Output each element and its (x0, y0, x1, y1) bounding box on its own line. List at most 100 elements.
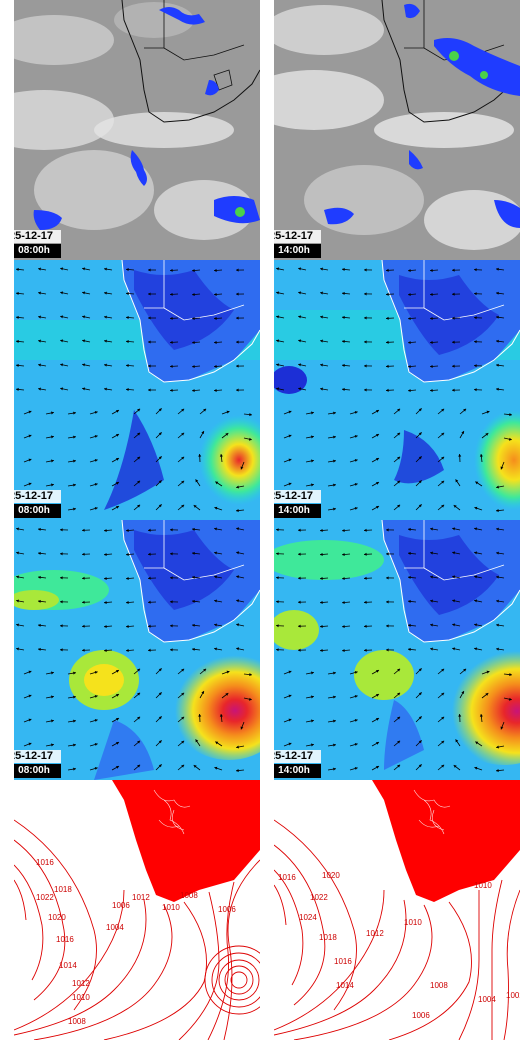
wind-panel-high-0800: 25-12-17 08:00h (14, 520, 260, 780)
wind-arrow-head (288, 434, 292, 438)
wind-arrow-head (73, 695, 76, 699)
wind-arrow-head (28, 410, 32, 414)
wind-arrow-head (126, 267, 129, 272)
wind-arrow-head (276, 387, 280, 391)
wind-arrow-head (170, 552, 173, 556)
wind-arrow-head (474, 766, 478, 770)
wind-arrow-head (441, 504, 445, 508)
wind-arrow-head (496, 575, 499, 579)
wind-arrow-head (364, 292, 367, 296)
wind-arrow-head (320, 363, 323, 367)
wind-arrow-head (320, 624, 323, 628)
wind-arrow-head (288, 694, 292, 698)
wind-arrow-head (73, 507, 76, 511)
isobar-label: 1016 (36, 858, 54, 867)
wind-arrow-head (333, 695, 336, 699)
wind-arrow-head (219, 714, 223, 717)
pressure-panel-0800: 1016 1022 1020 1018 1016 1014 1012 1010 1008 1006… (14, 780, 260, 1040)
isobar-label: 1022 (36, 893, 54, 902)
wind-arrow-head (16, 315, 19, 319)
wind-arrow-head (333, 483, 336, 487)
wind-arrow-head (453, 765, 457, 768)
wind-arrow-head (500, 466, 504, 470)
isobar-label: 1004 (106, 923, 124, 932)
wind-arrow-head (397, 692, 401, 696)
wind-arrow-head (137, 668, 141, 672)
wind-arrow-head (496, 599, 499, 603)
wind-arrow-head (496, 745, 499, 749)
wind-arrow-head (148, 600, 151, 604)
wind-arrow-head (496, 647, 499, 651)
wind-arrow-head (38, 623, 41, 627)
wind-arrow-head (60, 648, 63, 652)
wind-arrow-head (158, 764, 162, 768)
wind-arrow-head (73, 671, 76, 675)
wind-arrow-head (148, 316, 151, 320)
wind-arrow-head (236, 745, 239, 749)
wind-arrow-head (452, 340, 455, 344)
isobar-label: 1016 (278, 873, 296, 882)
wind-arrow-head (226, 410, 230, 414)
time-label: 14:00h (274, 244, 321, 258)
wind-arrow-head (386, 552, 389, 556)
wind-arrow-head (408, 599, 411, 603)
wind-arrow-head (474, 268, 477, 272)
wind-arrow-head (236, 340, 239, 344)
wind-arrow-head (192, 647, 195, 651)
wind-arrow-head (104, 339, 107, 343)
wind-arrow-head (408, 364, 411, 369)
wind-arrow-head (430, 647, 433, 651)
wind-arrow-head (60, 315, 64, 319)
wind-arrow-head (73, 719, 76, 723)
wind-arrow-head (276, 648, 279, 652)
wind-panel-low-1400: 25-12-17 14:00h (274, 260, 520, 520)
wind-arrow-head (16, 647, 19, 651)
time-label: 14:00h (274, 764, 321, 778)
timestamp: 25-12-17 14:00h (274, 230, 321, 258)
wind-arrow-head (38, 647, 41, 651)
wind-arrow-head (485, 433, 489, 436)
wind-arrow-head (508, 697, 512, 701)
wind-arrow-head (364, 576, 367, 580)
wind-arrow-head (441, 668, 445, 672)
wind-arrow-head (16, 291, 19, 295)
wind-arrow-head (342, 648, 345, 653)
wind-arrow-head (276, 291, 280, 295)
wind-arrow-head (51, 483, 54, 487)
wind-arrow-head (496, 339, 499, 343)
wind-arrow-head (288, 718, 292, 722)
wind-arrow-head (342, 552, 345, 557)
wind-arrow-head (485, 693, 489, 696)
wind-arrow-head (386, 576, 389, 580)
wind-arrow-head (82, 291, 86, 295)
wind-arrow-head (474, 316, 477, 320)
wind-arrow-head (375, 409, 379, 413)
wind-arrow-head (298, 552, 301, 556)
wind-arrow-head (192, 292, 195, 297)
wind-arrow-head (236, 268, 239, 272)
wind-arrow-head (60, 624, 63, 628)
wind-arrows (275, 527, 512, 773)
wind-arrow-head (441, 432, 445, 436)
wind-arrow-head (115, 433, 119, 437)
wind-arrow-head (364, 388, 367, 392)
wind-arrow-head (82, 387, 86, 391)
wind-arrow-head (386, 292, 389, 296)
wind-arrow-head (236, 509, 239, 513)
wind-arrow-head (158, 432, 162, 436)
wind-arrow-head (509, 413, 512, 417)
wind-arrow-head (240, 466, 244, 470)
wind-arrow-head (474, 506, 478, 510)
wind-arrow-head (193, 505, 197, 508)
wind-arrow-head (148, 388, 151, 392)
isobar-label: 1006 (218, 905, 236, 914)
wind-arrow-head (441, 716, 445, 720)
wind-arrow-head (386, 648, 389, 652)
wind-arrow-head (408, 388, 411, 393)
wind-arrow-head (248, 697, 252, 701)
wind-arrow-head (104, 267, 107, 271)
wind-arrow-head (320, 552, 323, 556)
wind-arrow-head (408, 551, 411, 555)
wind-arrow-head (16, 575, 19, 579)
wind-arrow-head (219, 454, 223, 457)
